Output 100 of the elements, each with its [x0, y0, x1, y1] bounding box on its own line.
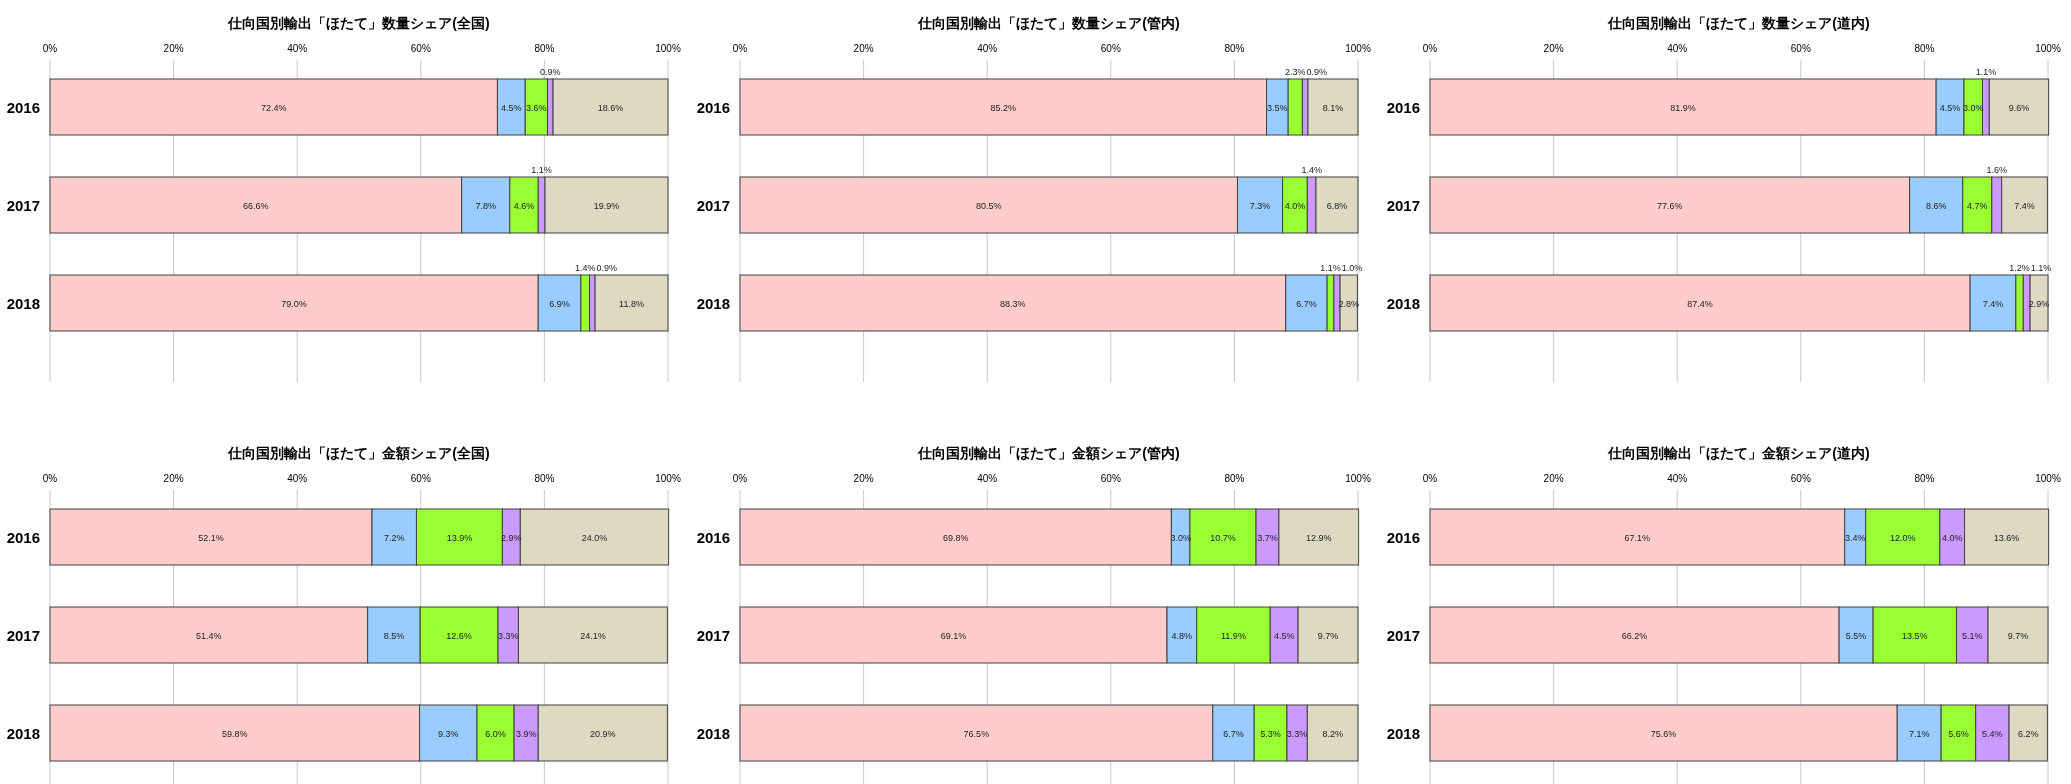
data-label: 19.9%	[593, 201, 620, 211]
data-label: 4.5%	[1939, 103, 1961, 113]
data-label: 87.4%	[1687, 299, 1713, 309]
data-label: 12.0%	[1890, 533, 1916, 543]
x-tick-label: 80%	[1914, 473, 1935, 484]
data-label: 1.2%	[2009, 263, 2030, 273]
x-tick-label: 20%	[853, 473, 874, 484]
data-label: 51.4%	[196, 631, 222, 641]
chart-title: 仕向国別輸出「ほたて」数量シェア(全国)	[227, 15, 490, 31]
data-label: 66.2%	[1621, 631, 1648, 641]
x-tick-label: 0%	[732, 473, 748, 484]
y-tick-label: 2017	[696, 197, 730, 214]
data-label: 0.9%	[596, 263, 617, 273]
data-label: 20.9%	[590, 729, 616, 739]
x-tick-label: 60%	[1100, 43, 1121, 54]
x-tick-label: 40%	[287, 43, 308, 54]
x-tick-label: 60%	[1790, 43, 1811, 54]
data-label: 6.2%	[2017, 729, 2039, 739]
data-label: 13.9%	[446, 533, 473, 543]
y-tick-label: 2018	[1386, 725, 1420, 742]
data-label: 79.0%	[281, 299, 307, 309]
data-label: 72.4%	[260, 103, 287, 113]
y-tick-label: 2017	[6, 197, 40, 214]
data-label: 7.8%	[475, 201, 496, 211]
data-label: 5.3%	[1260, 729, 1281, 739]
y-tick-label: 2017	[1386, 627, 1420, 644]
x-tick-label: 0%	[42, 43, 58, 54]
y-tick-label: 2017	[1386, 197, 1420, 214]
data-label: 6.8%	[1326, 201, 1348, 211]
data-label: 7.2%	[383, 533, 405, 543]
data-label: 5.4%	[1982, 729, 2003, 739]
data-label: 8.2%	[1322, 729, 1343, 739]
data-label: 10.7%	[1210, 533, 1236, 543]
data-label: 4.0%	[1941, 533, 1963, 543]
y-tick-label: 2017	[696, 627, 730, 644]
x-tick-label: 20%	[163, 473, 184, 484]
data-label: 1.1%	[2030, 263, 2052, 273]
data-label: 76.5%	[963, 729, 990, 739]
x-tick-label: 20%	[853, 43, 874, 54]
data-label: 8.6%	[1925, 201, 1947, 211]
data-label: 0.9%	[540, 67, 561, 77]
data-label: 59.8%	[222, 729, 248, 739]
x-tick-label: 60%	[1100, 473, 1121, 484]
data-label: 1.4%	[574, 263, 596, 273]
data-label: 5.5%	[1845, 631, 1867, 641]
data-label: 80.5%	[975, 201, 1002, 211]
x-tick-label: 100%	[2035, 473, 2061, 484]
y-tick-label: 2017	[6, 627, 40, 644]
data-label: 7.3%	[1249, 201, 1271, 211]
x-tick-label: 100%	[2035, 43, 2061, 54]
x-tick-label: 40%	[1667, 473, 1688, 484]
data-label: 12.6%	[446, 631, 472, 641]
data-label: 7.4%	[2014, 201, 2035, 211]
data-label: 5.1%	[1962, 631, 1983, 641]
x-tick-label: 60%	[410, 43, 431, 54]
data-label: 1.4%	[1301, 165, 1322, 175]
data-label: 9.3%	[438, 729, 459, 739]
y-tick-label: 2018	[6, 295, 40, 312]
y-tick-label: 2018	[696, 725, 730, 742]
x-tick-label: 0%	[732, 43, 748, 54]
data-label: 81.9%	[1670, 103, 1696, 113]
x-tick-label: 20%	[1543, 43, 1564, 54]
data-label: 5.6%	[1948, 729, 1969, 739]
x-tick-label: 20%	[163, 43, 184, 54]
y-tick-label: 2016	[696, 529, 730, 546]
data-label: 11.8%	[619, 299, 644, 309]
data-label: 9.6%	[2008, 103, 2030, 113]
chart-title: 仕向国別輸出「ほたて」数量シェア(管内)	[917, 15, 1180, 31]
data-label: 9.7%	[2007, 631, 2029, 641]
x-tick-label: 40%	[287, 473, 308, 484]
data-label: 8.5%	[383, 631, 405, 641]
data-label: 7.1%	[1908, 729, 1930, 739]
data-label: 6.7%	[1223, 729, 1244, 739]
x-tick-label: 40%	[1667, 43, 1688, 54]
data-label: 6.9%	[549, 299, 570, 309]
data-label: 7.4%	[1982, 299, 2004, 309]
x-tick-label: 60%	[410, 473, 431, 484]
data-label: 6.0%	[485, 729, 506, 739]
data-label: 0.9%	[1306, 67, 1328, 77]
data-label: 4.0%	[1284, 201, 1306, 211]
data-label: 9.7%	[1317, 631, 1339, 641]
data-label: 67.1%	[1624, 533, 1651, 543]
x-tick-label: 0%	[1422, 43, 1438, 54]
chart-title: 仕向国別輸出「ほたて」金額シェア(管内)	[917, 445, 1180, 461]
data-label: 3.3%	[497, 631, 519, 641]
data-label: 3.7%	[1257, 533, 1278, 543]
y-tick-label: 2016	[1386, 529, 1420, 546]
x-tick-label: 80%	[534, 473, 555, 484]
data-label: 85.2%	[990, 103, 1017, 113]
data-label: 13.6%	[1993, 533, 2020, 543]
y-tick-label: 2018	[1386, 295, 1420, 312]
x-tick-label: 80%	[1914, 43, 1935, 54]
x-tick-label: 40%	[977, 43, 998, 54]
data-label: 3.6%	[526, 103, 547, 113]
x-tick-label: 40%	[977, 473, 998, 484]
data-label: 8.1%	[1322, 103, 1344, 113]
data-label: 12.9%	[1305, 533, 1332, 543]
y-tick-label: 2016	[696, 99, 730, 116]
y-tick-label: 2018	[696, 295, 730, 312]
data-label: 18.6%	[597, 103, 624, 113]
